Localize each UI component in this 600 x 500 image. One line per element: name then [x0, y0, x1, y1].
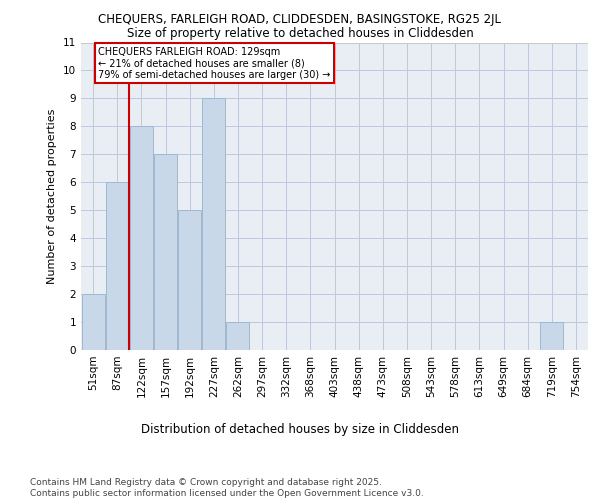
- Text: Distribution of detached houses by size in Cliddesden: Distribution of detached houses by size …: [141, 422, 459, 436]
- Bar: [226, 322, 250, 350]
- Bar: [82, 294, 104, 350]
- Bar: [202, 98, 225, 350]
- Bar: [154, 154, 177, 350]
- Bar: [106, 182, 128, 350]
- Text: Contains HM Land Registry data © Crown copyright and database right 2025.
Contai: Contains HM Land Registry data © Crown c…: [30, 478, 424, 498]
- Y-axis label: Number of detached properties: Number of detached properties: [47, 108, 58, 284]
- Text: CHEQUERS, FARLEIGH ROAD, CLIDDESDEN, BASINGSTOKE, RG25 2JL: CHEQUERS, FARLEIGH ROAD, CLIDDESDEN, BAS…: [98, 12, 502, 26]
- Bar: [178, 210, 201, 350]
- Text: Size of property relative to detached houses in Cliddesden: Size of property relative to detached ho…: [127, 28, 473, 40]
- Text: CHEQUERS FARLEIGH ROAD: 129sqm
← 21% of detached houses are smaller (8)
79% of s: CHEQUERS FARLEIGH ROAD: 129sqm ← 21% of …: [98, 46, 331, 80]
- Bar: [130, 126, 153, 350]
- Bar: [541, 322, 563, 350]
